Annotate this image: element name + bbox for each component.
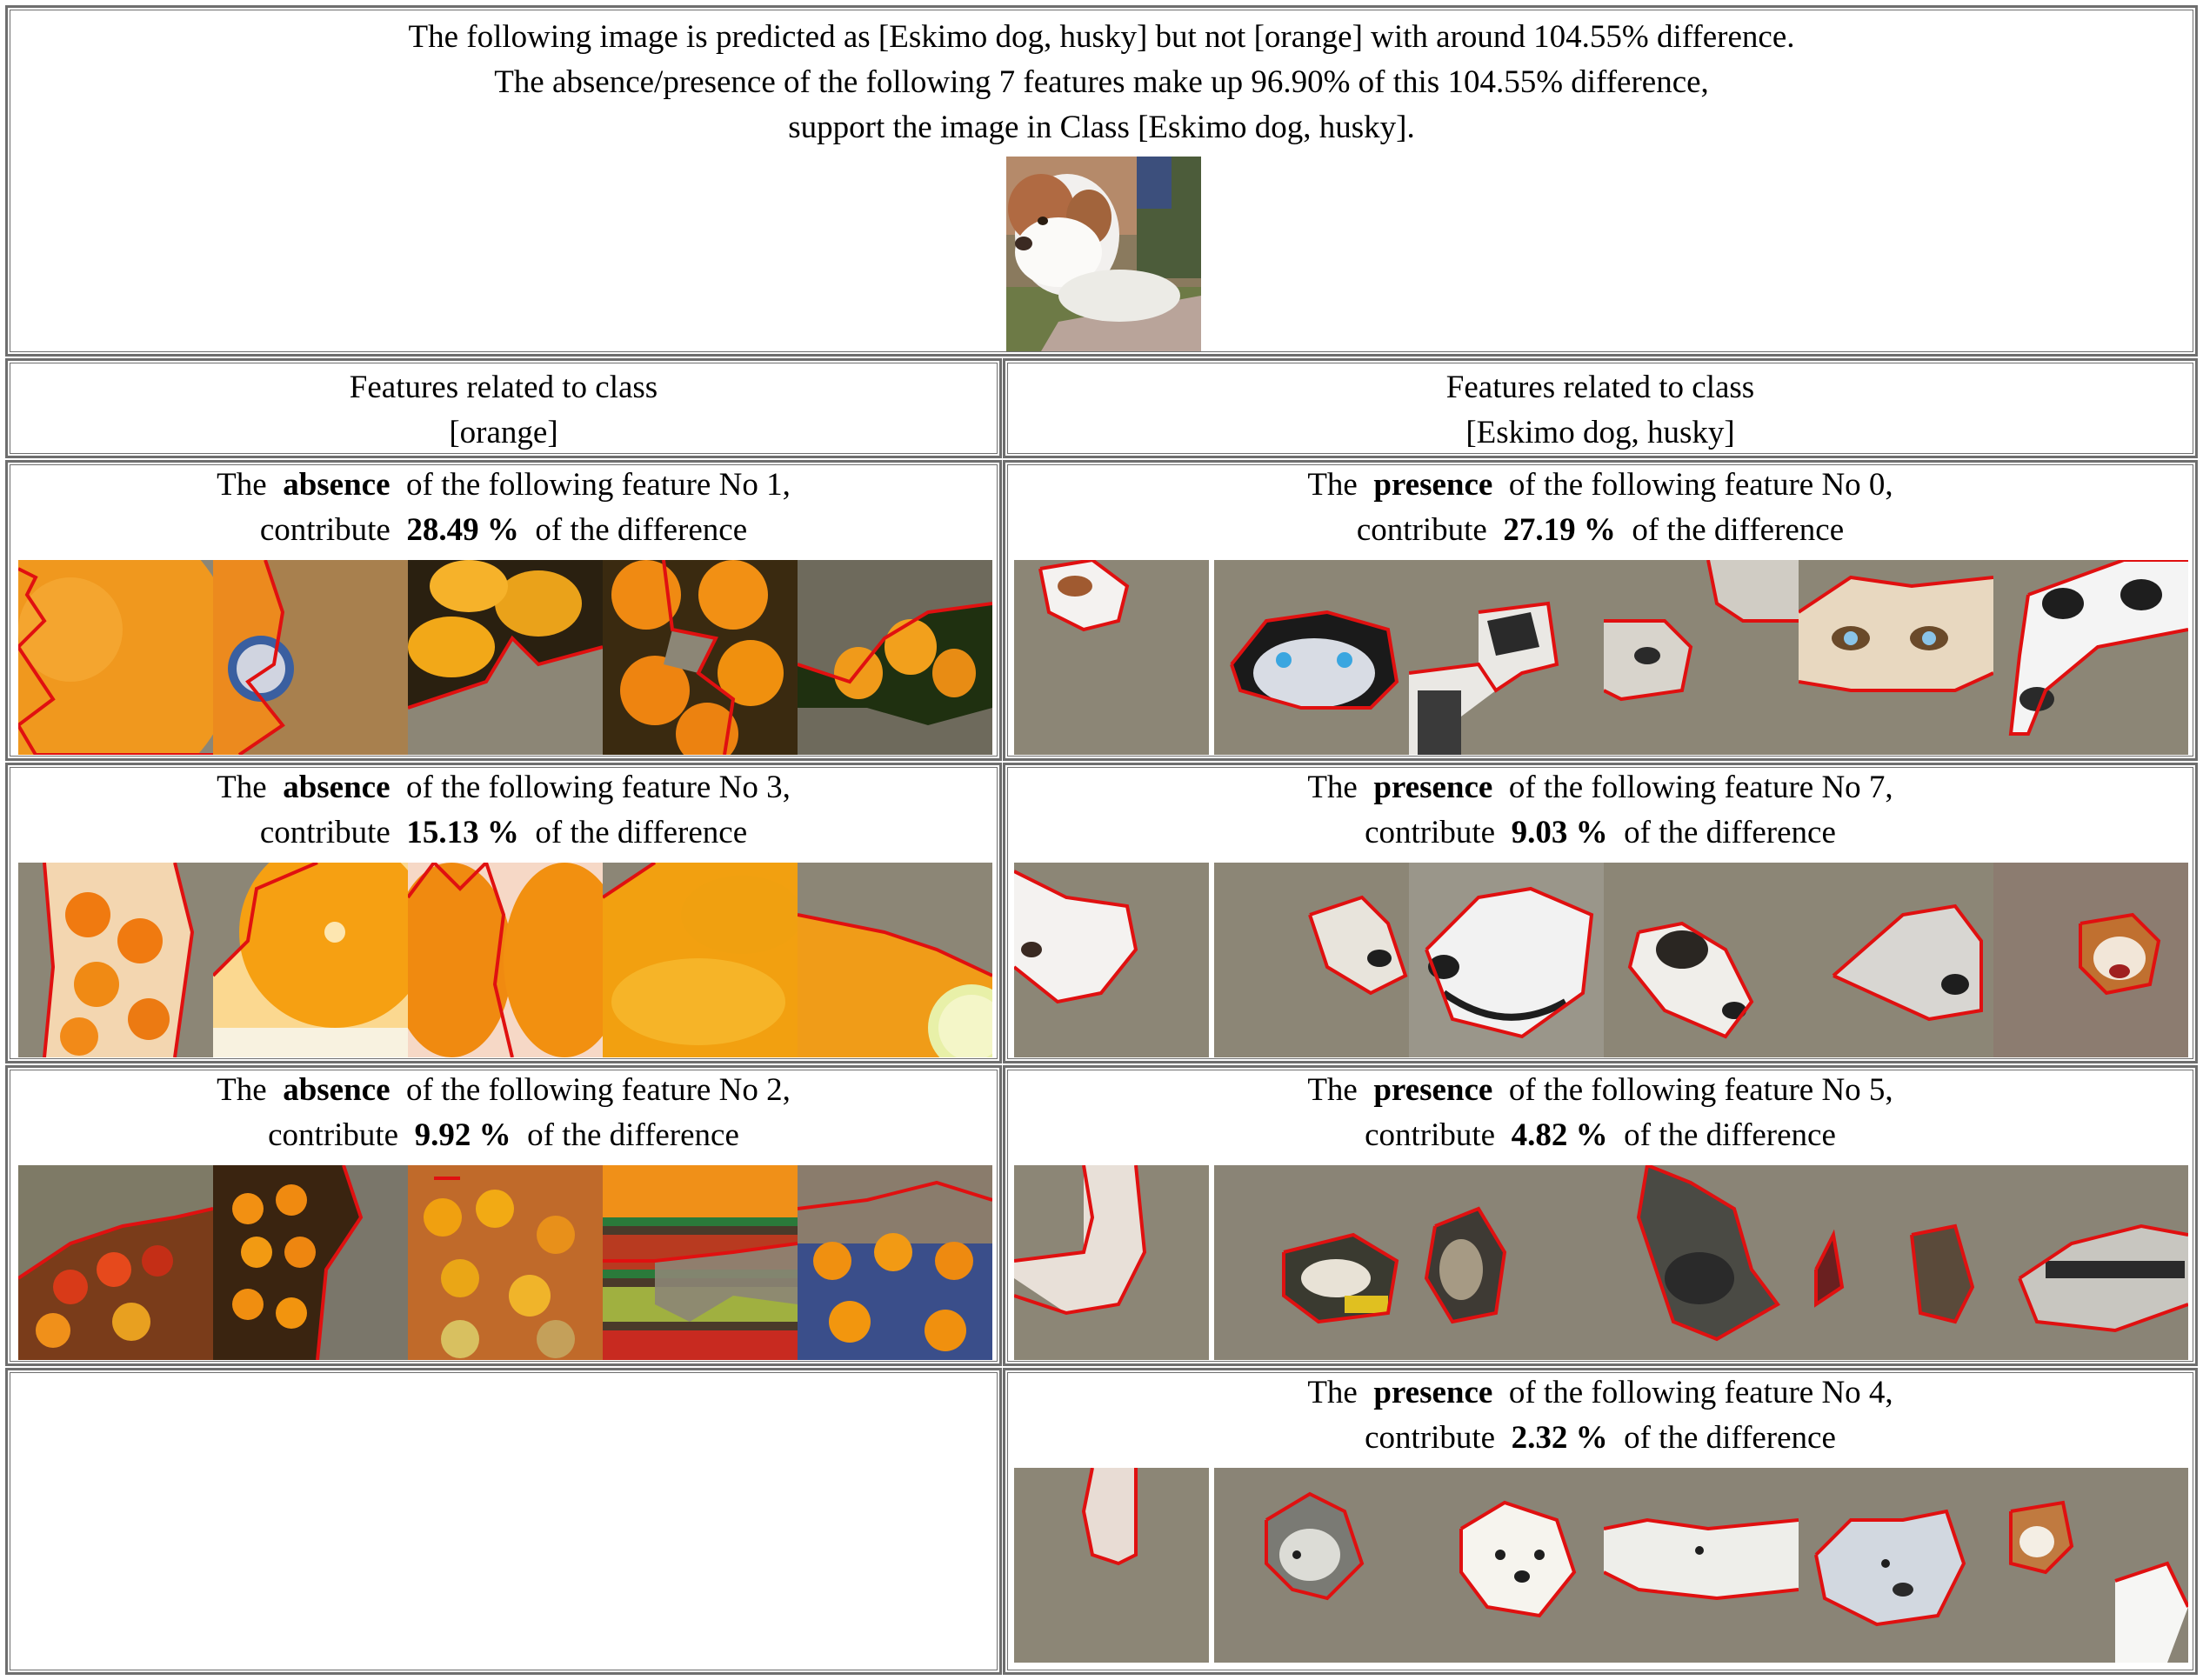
feature-percentage: 4.82 % xyxy=(1511,1117,1608,1153)
feature-caption-line2: contribute 27.19 % of the difference xyxy=(1356,512,1845,548)
feature-image-strip xyxy=(18,560,992,755)
orange-patch-thumbnail xyxy=(213,560,408,755)
feature-image-strip xyxy=(18,863,992,1057)
orange-patch-thumbnail xyxy=(18,560,213,755)
husky-body-thumbnail xyxy=(1604,1165,1799,1360)
orange-patch-thumbnail xyxy=(408,560,603,755)
right-feature-row-4: The presence of the following feature No… xyxy=(1003,1368,2198,1675)
feature-kind: absence xyxy=(283,1072,391,1108)
header-line-2: The absence/presence of the following 7 … xyxy=(494,64,1709,100)
feature-kind: presence xyxy=(1373,770,1493,805)
orange-slice-thumbnail xyxy=(18,863,213,1057)
right-feature-row-2: The presence of the following feature No… xyxy=(1003,763,2198,1063)
right-feature-row-3: The presence of the following feature No… xyxy=(1003,1065,2198,1366)
husky-snout-thumbnail xyxy=(1214,863,1409,1057)
husky-snout-thumbnail xyxy=(1604,863,1799,1057)
left-feature-row-1: The absence of the following feature No … xyxy=(5,460,1002,761)
feature-caption-line1: The presence of the following feature No… xyxy=(1307,1375,1893,1410)
husky-snout-thumbnail xyxy=(1799,863,1993,1057)
orange-slice-thumbnail xyxy=(798,863,992,1057)
fruit-stand-thumbnail xyxy=(603,1165,798,1360)
feature-image-strip xyxy=(1014,1165,2188,1360)
feature-kind: absence xyxy=(283,770,391,805)
feature-caption-line1: The absence of the following feature No … xyxy=(217,770,791,805)
feature-percentage: 15.13 % xyxy=(406,815,519,850)
fruit-stand-thumbnail xyxy=(213,1165,408,1360)
fruit-stand-thumbnail xyxy=(408,1165,603,1360)
husky-body-thumbnail xyxy=(1799,1165,1993,1360)
query-patch-thumbnail xyxy=(1014,1165,1209,1360)
feature-percentage: 9.92 % xyxy=(414,1117,511,1153)
husky-snout-thumbnail xyxy=(1409,863,1604,1057)
query-patch-thumbnail xyxy=(1014,863,1209,1057)
husky-patch-thumbnail xyxy=(1214,560,1409,755)
fruit-stand-thumbnail xyxy=(18,1165,213,1360)
husky-snout-thumbnail xyxy=(1993,863,2188,1057)
husky-head-thumbnail xyxy=(1409,1468,1604,1663)
husky-patch-thumbnail xyxy=(1993,560,2188,755)
feature-image-strip xyxy=(1014,560,2188,755)
left-empty-cell xyxy=(5,1368,1002,1675)
husky-head-thumbnail xyxy=(1604,1468,1799,1663)
feature-kind: presence xyxy=(1373,1375,1493,1410)
husky-body-thumbnail xyxy=(1409,1165,1604,1360)
feature-caption-line2: contribute 4.82 % of the difference xyxy=(1365,1117,1836,1153)
feature-percentage: 27.19 % xyxy=(1503,512,1616,548)
husky-patch-thumbnail xyxy=(1604,560,1799,755)
feature-caption-line1: The absence of the following feature No … xyxy=(217,1072,791,1108)
query-image-husky xyxy=(1006,157,1201,351)
husky-head-thumbnail xyxy=(1799,1468,1993,1663)
feature-caption-line2: contribute 28.49 % of the difference xyxy=(259,512,748,548)
header-line-1: The following image is predicted as [Esk… xyxy=(408,19,1795,55)
feature-caption-line1: The absence of the following feature No … xyxy=(217,467,791,503)
feature-caption-line2: contribute 15.13 % of the difference xyxy=(259,815,748,850)
husky-body-thumbnail xyxy=(1993,1165,2188,1360)
left-feature-row-2: The absence of the following feature No … xyxy=(5,763,1002,1063)
feature-caption-line1: The presence of the following feature No… xyxy=(1307,1072,1893,1108)
feature-percentage: 28.49 % xyxy=(406,512,519,548)
left-feature-row-3: The absence of the following feature No … xyxy=(5,1065,1002,1366)
feature-kind: presence xyxy=(1373,467,1493,503)
feature-caption-line1: The presence of the following feature No… xyxy=(1307,467,1893,503)
column-header-orange-line2: [orange] xyxy=(449,415,558,450)
column-header-husky-line2: [Eskimo dog, husky] xyxy=(1465,415,1735,450)
feature-kind: presence xyxy=(1373,1072,1493,1108)
orange-slice-thumbnail xyxy=(603,863,798,1057)
feature-caption-line2: contribute 9.03 % of the difference xyxy=(1365,815,1836,850)
feature-percentage: 9.03 % xyxy=(1511,815,1608,850)
column-header-orange: Features related to class [orange] xyxy=(5,358,1002,458)
feature-image-strip xyxy=(18,1165,992,1360)
query-patch-thumbnail xyxy=(1014,1468,1209,1663)
husky-head-thumbnail xyxy=(1993,1468,2188,1663)
husky-body-thumbnail xyxy=(1214,1165,1409,1360)
feature-percentage: 2.32 % xyxy=(1511,1420,1608,1456)
query-patch-thumbnail xyxy=(1014,560,1209,755)
column-header-husky: Features related to class [Eskimo dog, h… xyxy=(1003,358,2198,458)
header-cell: The following image is predicted as [Esk… xyxy=(5,5,2198,357)
feature-kind: absence xyxy=(283,467,391,503)
orange-slice-thumbnail xyxy=(408,863,603,1057)
feature-image-strip xyxy=(1014,1468,2188,1663)
feature-image-strip xyxy=(1014,863,2188,1057)
feature-caption-line1: The presence of the following feature No… xyxy=(1307,770,1893,805)
column-header-orange-line1: Features related to class xyxy=(349,370,658,405)
orange-patch-thumbnail xyxy=(798,560,992,755)
feature-caption-line2: contribute 2.32 % of the difference xyxy=(1365,1420,1836,1456)
husky-patch-thumbnail xyxy=(1799,560,1993,755)
fruit-stand-thumbnail xyxy=(798,1165,992,1360)
header-line-3: support the image in Class [Eskimo dog, … xyxy=(788,110,1415,145)
right-feature-row-1: The presence of the following feature No… xyxy=(1003,460,2198,761)
orange-slice-thumbnail xyxy=(213,863,408,1057)
feature-caption-line2: contribute 9.92 % of the difference xyxy=(268,1117,739,1153)
husky-patch-thumbnail xyxy=(1409,560,1604,755)
husky-head-thumbnail xyxy=(1214,1468,1409,1663)
column-header-husky-line1: Features related to class xyxy=(1445,370,1755,405)
orange-patch-thumbnail xyxy=(603,560,798,755)
